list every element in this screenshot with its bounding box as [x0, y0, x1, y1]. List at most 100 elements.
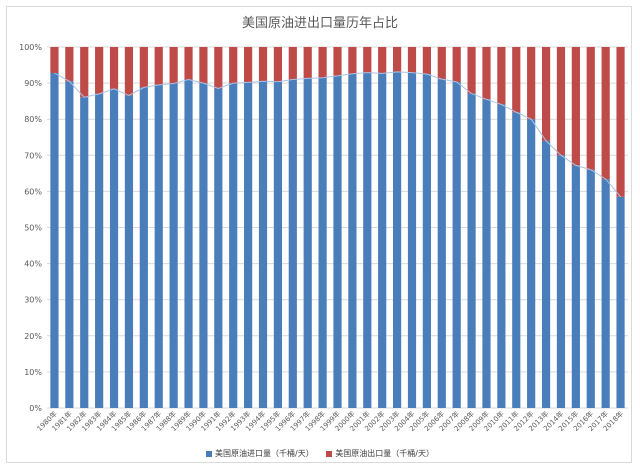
bar-import — [407, 72, 417, 409]
chart-title: 美国原油进出口量历年占比 — [241, 16, 398, 31]
bar-export — [348, 47, 357, 74]
bar-import — [348, 73, 357, 409]
bar-import — [556, 155, 566, 408]
bar-import — [124, 95, 134, 409]
legend-swatch-import — [206, 450, 213, 457]
trend-line — [54, 71, 621, 198]
bar-import — [154, 84, 163, 408]
bar-import — [512, 112, 521, 408]
bar-import — [273, 81, 283, 408]
bar-export — [527, 47, 536, 120]
bar-import — [80, 97, 89, 408]
y-tick-label: 10% — [24, 368, 42, 377]
bar-export — [50, 47, 59, 73]
y-tick-label: 30% — [24, 296, 42, 305]
bar-series — [50, 47, 625, 409]
bar-import — [452, 82, 461, 408]
bar-export — [333, 47, 342, 76]
y-tick-label: 70% — [24, 151, 42, 160]
bar-import — [437, 79, 446, 408]
bar-export — [229, 47, 238, 84]
legend-item-import: 美国原油进口量（千桶/天） — [206, 448, 314, 459]
bar-export — [541, 47, 551, 141]
bar-import — [378, 73, 387, 408]
bar-import — [541, 140, 551, 409]
bar-import — [616, 196, 625, 408]
y-tick-label: 100% — [19, 43, 42, 52]
bar-export — [273, 47, 283, 82]
bar-import — [65, 81, 74, 409]
bar-import — [214, 88, 223, 408]
bar-export — [586, 47, 595, 170]
legend-label-export: 美国原油出口量（千桶/天） — [335, 449, 434, 458]
bar-export — [169, 47, 178, 84]
legend-swatch-export — [326, 450, 333, 457]
bar-import — [50, 72, 59, 408]
bar-export — [616, 47, 625, 197]
bar-import — [333, 75, 342, 408]
bar-export — [437, 47, 446, 80]
y-tick-label: 40% — [24, 260, 42, 269]
bar-export — [392, 47, 402, 72]
bar-export — [378, 47, 387, 74]
bar-import — [318, 77, 327, 408]
y-tick-label: 80% — [24, 115, 42, 124]
bar-export — [467, 47, 476, 94]
bar-import — [422, 74, 431, 408]
import-share-line — [54, 71, 621, 198]
bar-import — [571, 165, 580, 408]
bar-export — [109, 47, 119, 89]
bar-import — [199, 83, 208, 408]
y-tick-label: 20% — [24, 332, 42, 341]
bar-export — [571, 47, 580, 166]
legend-label-import: 美国原油进口量（千桶/天） — [215, 449, 314, 458]
bar-export — [80, 47, 89, 98]
bar-export — [288, 47, 297, 80]
bar-import — [363, 72, 372, 409]
bar-export — [512, 47, 521, 113]
y-axis-ticks: 0% 10% 20% 30% 40% 50% 60% 70% 80% 90% 100% — [19, 43, 42, 413]
bar-export — [154, 47, 163, 85]
bar-import — [527, 119, 536, 408]
bar-export — [199, 47, 208, 84]
bar-export — [95, 47, 104, 94]
bar-import — [184, 79, 193, 409]
bar-import — [109, 88, 119, 408]
bar-export — [124, 47, 134, 96]
bar-export — [139, 47, 148, 88]
bar-export — [65, 47, 74, 82]
bar-export — [184, 47, 193, 80]
bar-export — [407, 47, 417, 73]
bar-import — [497, 104, 506, 409]
legend: 美国原油进口量（千桶/天） 美国原油出口量（千桶/天） — [0, 448, 640, 459]
bar-import — [303, 78, 312, 409]
bar-import — [601, 179, 610, 408]
y-tick-label: 60% — [24, 187, 42, 196]
bar-import — [169, 83, 178, 408]
bar-export — [452, 47, 461, 83]
y-tick-label: 90% — [24, 79, 42, 88]
bar-import — [392, 71, 402, 408]
bar-export — [363, 47, 372, 73]
bar-export — [244, 47, 253, 83]
x-axis-ticks: 1980年1981年1982年1983年1984年1985年1986年1987年… — [35, 409, 625, 433]
legend-item-export: 美国原油出口量（千桶/天） — [326, 448, 434, 459]
bar-import — [244, 82, 253, 409]
bar-import — [258, 81, 268, 409]
bar-export — [497, 47, 506, 105]
bar-import — [95, 93, 104, 409]
bar-export — [482, 47, 491, 100]
bar-export — [422, 47, 431, 75]
bar-import — [482, 99, 491, 408]
y-tick-label: 0% — [29, 404, 42, 413]
bar-export — [601, 47, 610, 180]
bar-export — [556, 47, 566, 156]
bar-import — [586, 169, 595, 408]
bar-import — [139, 87, 148, 408]
y-tick-label: 50% — [24, 224, 42, 233]
bar-import — [467, 93, 476, 408]
bar-export — [258, 47, 268, 82]
bar-export — [318, 47, 327, 78]
bar-export — [214, 47, 223, 89]
